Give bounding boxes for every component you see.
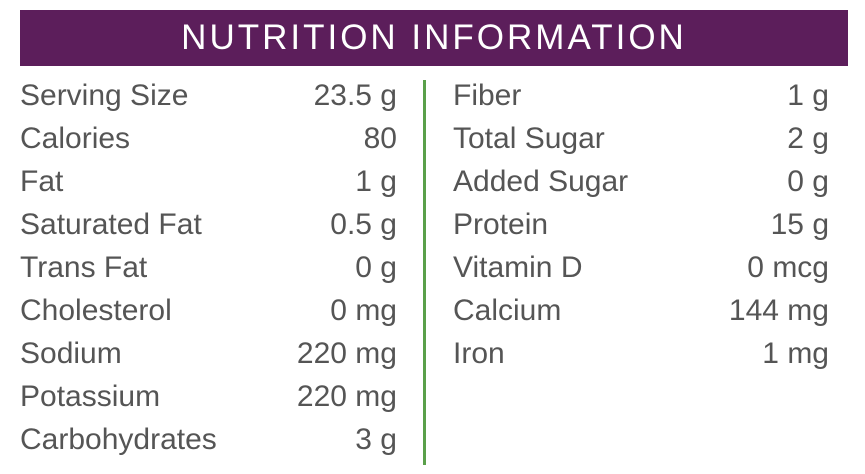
nutrient-row: Fiber 1 g [453, 74, 829, 117]
nutrient-row: Sodium 220 mg [20, 332, 397, 375]
nutrient-row: Calories 80 [20, 117, 397, 160]
nutrient-name: Potassium [20, 380, 161, 413]
nutrient-name: Calcium [453, 294, 562, 327]
nutrient-amount: 23.5 g [313, 79, 397, 112]
nutrient-row: Carbohydrates 3 g [20, 418, 397, 461]
nutrient-row: Vitamin D 0 mcg [453, 246, 829, 289]
nutrient-name: Cholesterol [20, 294, 172, 327]
nutrient-row: Fat 1 g [20, 160, 397, 203]
nutrient-amount: 1 g [355, 165, 397, 198]
nutrient-amount: 0 mg [330, 294, 397, 327]
nutrient-name: Total Sugar [453, 122, 605, 155]
title: NUTRITION INFORMATION [181, 18, 687, 57]
nutrient-amount: 0.5 g [330, 208, 397, 241]
nutrient-name: Protein [453, 208, 549, 241]
nutrient-row: Iron 1 mg [453, 332, 829, 375]
nutrient-row: Cholesterol 0 mg [20, 289, 397, 332]
nutrient-row: Serving Size 23.5 g [20, 74, 397, 117]
left-column: Serving Size 23.5 g Calories 80 Fat 1 g Satura… [20, 74, 397, 461]
nutrient-name: Carbohydrates [20, 423, 217, 456]
nutrient-amount: 144 mg [728, 294, 829, 327]
nutrient-row: Total Sugar 2 g [453, 117, 829, 160]
nutrient-row: Saturated Fat 0.5 g [20, 203, 397, 246]
nutrient-name: Serving Size [20, 79, 189, 112]
nutrient-name: Iron [453, 337, 505, 370]
right-column: Fiber 1 g Total Sugar 2 g Added Sugar 0 g Prot… [453, 74, 829, 375]
nutrient-amount: 0 g [787, 165, 829, 198]
nutrient-name: Vitamin D [453, 251, 583, 284]
nutrient-amount: 0 mcg [747, 251, 829, 284]
nutrient-amount: 1 mg [762, 337, 829, 370]
nutrient-amount: 2 g [787, 122, 829, 155]
nutrient-row: Calcium 144 mg [453, 289, 829, 332]
nutrient-name: Fiber [453, 79, 522, 112]
nutrient-name: Trans Fat [20, 251, 148, 284]
nutrient-name: Saturated Fat [20, 208, 202, 241]
nutrient-amount: 80 [363, 122, 397, 155]
header: NUTRITION INFORMATION [20, 10, 848, 66]
divider [423, 80, 426, 465]
nutrient-row: Trans Fat 0 g [20, 246, 397, 289]
nutrient-amount: 1 g [787, 79, 829, 112]
nutrient-name: Calories [20, 122, 131, 155]
nutrient-row: Potassium 220 mg [20, 375, 397, 418]
nutrient-amount: 15 g [770, 208, 829, 241]
nutrient-name: Added Sugar [453, 165, 629, 198]
nutrient-name: Fat [20, 165, 64, 198]
nutrient-amount: 220 mg [296, 380, 397, 413]
nutrient-amount: 3 g [355, 423, 397, 456]
nutrient-row: Protein 15 g [453, 203, 829, 246]
nutrient-amount: 0 g [355, 251, 397, 284]
nutrient-name: Sodium [20, 337, 122, 370]
nutrient-amount: 220 mg [296, 337, 397, 370]
nutrient-row: Added Sugar 0 g [453, 160, 829, 203]
